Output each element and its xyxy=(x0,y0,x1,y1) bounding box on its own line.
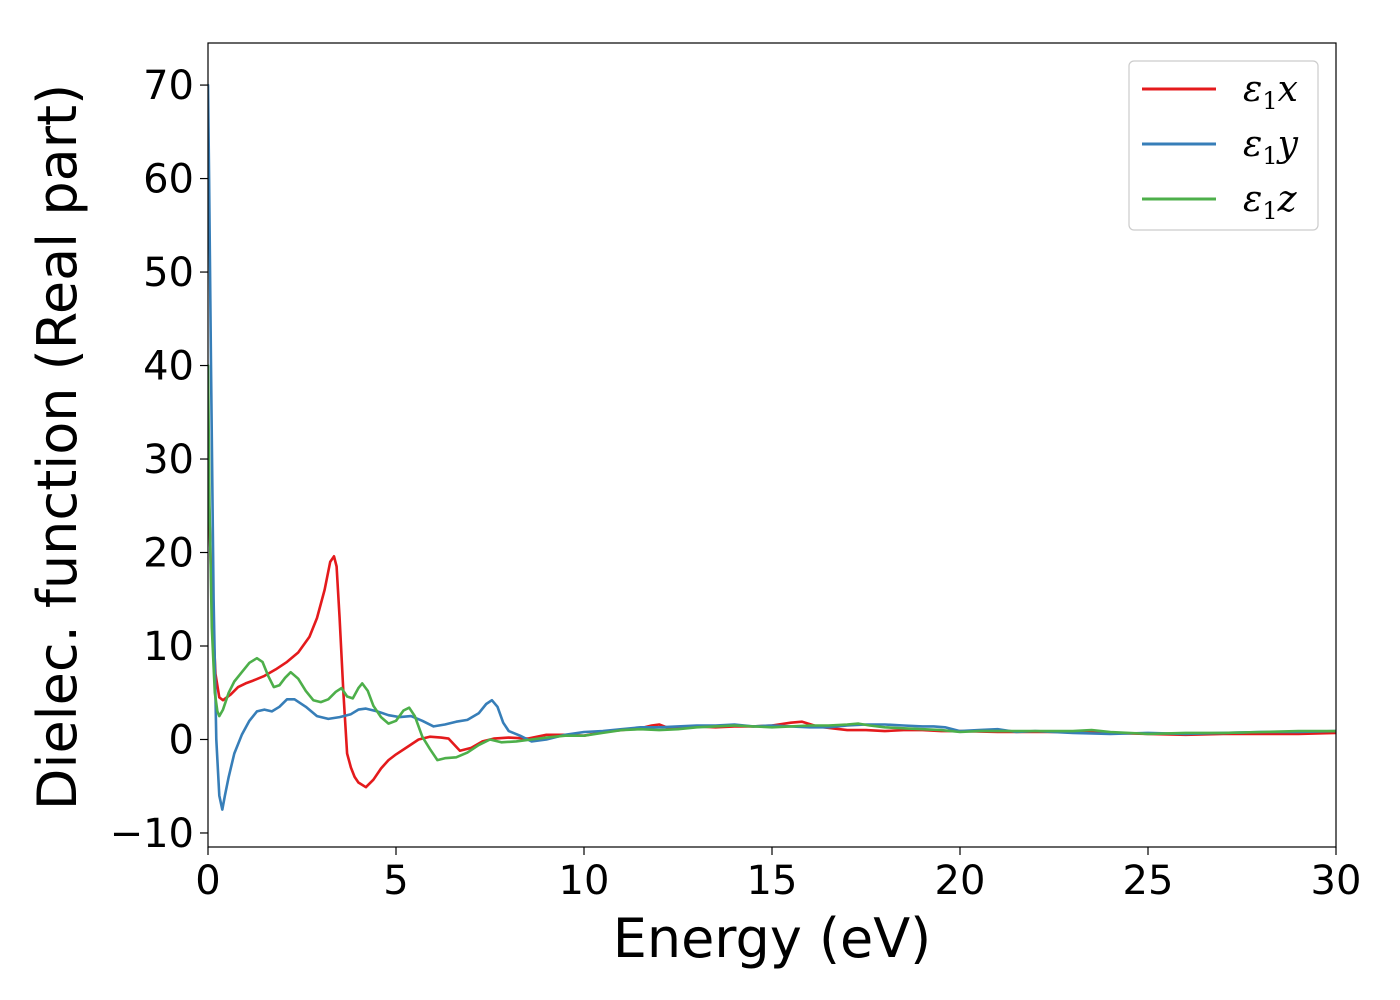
legend-label-z: ε1z xyxy=(1243,179,1298,225)
x-tick-label: 15 xyxy=(747,858,798,904)
x-axis-title: Energy (eV) xyxy=(613,907,932,970)
y-tick-label: 40 xyxy=(143,344,194,390)
y-tick-label: −10 xyxy=(110,811,194,857)
legend-label-y: ε1y xyxy=(1243,124,1299,170)
x-tick-label: 20 xyxy=(935,858,986,904)
legend-frame xyxy=(1128,60,1319,231)
series-line-y xyxy=(208,83,1336,811)
y-tick-label: 60 xyxy=(143,157,194,203)
legend-label-x: ε1x xyxy=(1243,69,1298,115)
y-axis: −10 0 10 20 30 40 50 60 70 xyxy=(110,63,208,857)
y-tick-label: 50 xyxy=(143,250,194,296)
y-tick-label: 20 xyxy=(143,531,194,577)
x-tick-label: 30 xyxy=(1311,858,1362,904)
x-tick-label: 25 xyxy=(1123,858,1174,904)
y-tick-label: 0 xyxy=(169,717,194,763)
legend: ε1x ε1y ε1z xyxy=(1128,60,1319,231)
y-axis-title: Dielec. function (Real part) xyxy=(26,84,89,810)
y-tick-label: 70 xyxy=(143,63,194,109)
x-tick-label: 0 xyxy=(195,858,220,904)
series-layer xyxy=(208,83,1336,811)
series-line-z xyxy=(208,364,1336,762)
y-tick-label: 30 xyxy=(143,437,194,483)
y-tick-label: 10 xyxy=(143,624,194,670)
x-axis: 0 5 10 15 20 25 30 xyxy=(195,847,1361,904)
x-tick-label: 10 xyxy=(559,858,610,904)
x-tick-label: 5 xyxy=(383,858,408,904)
